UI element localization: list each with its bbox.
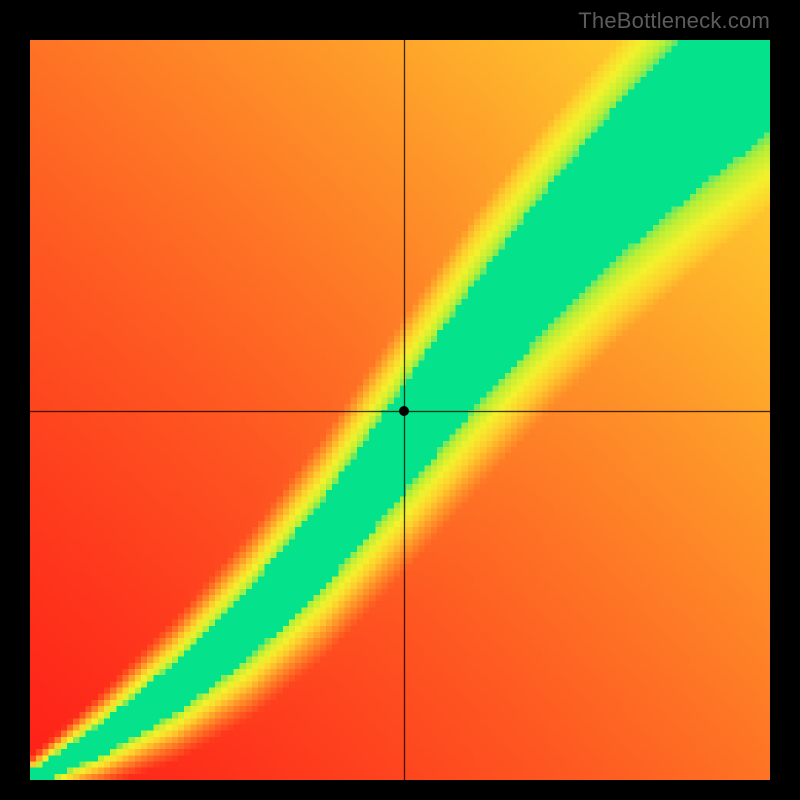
chart-stage: TheBottleneck.com <box>0 0 800 800</box>
watermark-text: TheBottleneck.com <box>578 8 770 34</box>
bottleneck-heatmap <box>30 40 770 780</box>
